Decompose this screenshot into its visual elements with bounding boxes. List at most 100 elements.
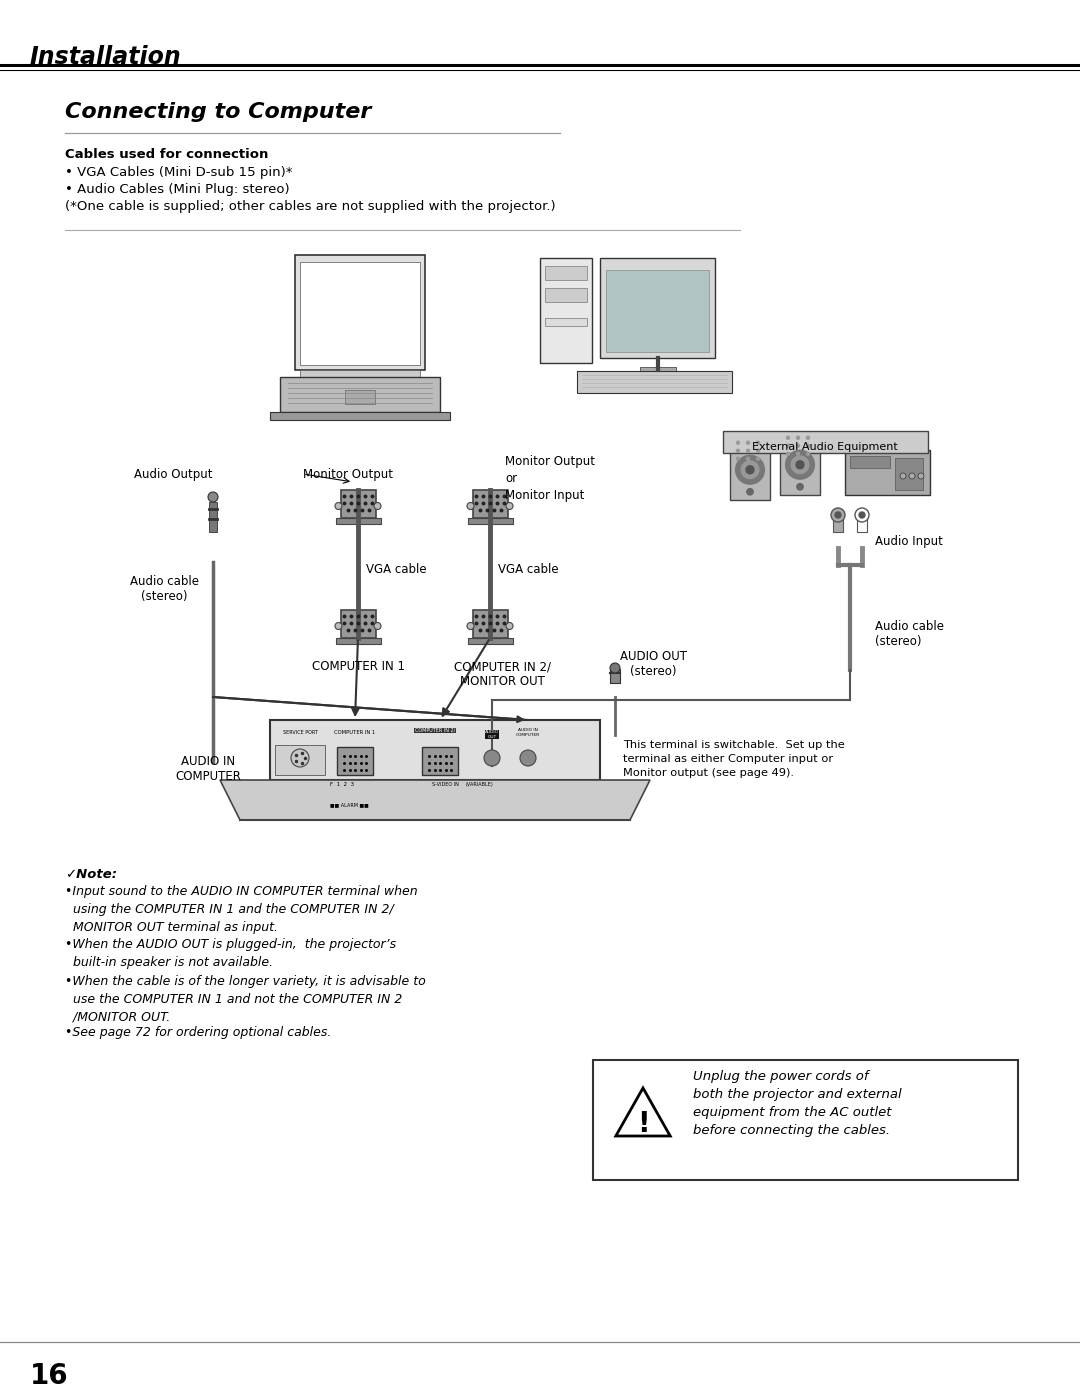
Circle shape bbox=[792, 455, 809, 474]
Circle shape bbox=[735, 455, 765, 485]
Circle shape bbox=[797, 483, 804, 490]
FancyBboxPatch shape bbox=[270, 719, 600, 780]
Text: 16: 16 bbox=[30, 1362, 69, 1390]
FancyBboxPatch shape bbox=[545, 319, 588, 326]
Circle shape bbox=[831, 509, 845, 522]
Circle shape bbox=[746, 450, 750, 453]
Circle shape bbox=[807, 444, 810, 447]
Circle shape bbox=[855, 509, 869, 522]
Text: AUDIO IN
COMPUTER: AUDIO IN COMPUTER bbox=[175, 754, 241, 782]
FancyBboxPatch shape bbox=[473, 490, 508, 518]
Circle shape bbox=[807, 453, 810, 455]
Circle shape bbox=[746, 489, 753, 495]
Text: External Audio Equipment: External Audio Equipment bbox=[752, 441, 897, 453]
FancyBboxPatch shape bbox=[280, 377, 440, 412]
FancyBboxPatch shape bbox=[275, 745, 325, 775]
Circle shape bbox=[467, 503, 474, 510]
Text: VGA cable: VGA cable bbox=[366, 563, 427, 576]
Circle shape bbox=[741, 461, 759, 479]
FancyBboxPatch shape bbox=[545, 288, 588, 302]
Text: Connecting to Computer: Connecting to Computer bbox=[65, 102, 372, 122]
FancyBboxPatch shape bbox=[473, 610, 508, 638]
FancyBboxPatch shape bbox=[300, 370, 420, 377]
Text: This terminal is switchable.  Set up the
terminal as either Computer input or
Mo: This terminal is switchable. Set up the … bbox=[623, 740, 845, 778]
FancyBboxPatch shape bbox=[337, 747, 373, 775]
Text: •Input sound to the AUDIO IN COMPUTER terminal when
  using the COMPUTER IN 1 an: •Input sound to the AUDIO IN COMPUTER te… bbox=[65, 886, 418, 935]
Circle shape bbox=[786, 436, 789, 439]
Text: • VGA Cables (Mini D-sub 15 pin)*: • VGA Cables (Mini D-sub 15 pin)* bbox=[65, 166, 293, 179]
Circle shape bbox=[610, 664, 620, 673]
Text: Audio Input: Audio Input bbox=[875, 535, 943, 548]
FancyBboxPatch shape bbox=[833, 515, 843, 532]
Text: AUDIO OUT
(stereo): AUDIO OUT (stereo) bbox=[620, 650, 687, 678]
Circle shape bbox=[335, 623, 342, 630]
Circle shape bbox=[785, 450, 814, 479]
Circle shape bbox=[918, 474, 924, 479]
Text: Monitor Output: Monitor Output bbox=[303, 468, 393, 481]
Circle shape bbox=[507, 623, 513, 630]
Circle shape bbox=[467, 623, 474, 630]
FancyBboxPatch shape bbox=[606, 270, 708, 352]
FancyBboxPatch shape bbox=[340, 490, 376, 518]
Text: COMPUTER IN 1: COMPUTER IN 1 bbox=[335, 731, 376, 735]
Circle shape bbox=[291, 749, 309, 767]
Circle shape bbox=[797, 436, 799, 439]
Circle shape bbox=[335, 503, 342, 510]
FancyBboxPatch shape bbox=[210, 502, 217, 532]
FancyBboxPatch shape bbox=[545, 265, 588, 279]
FancyBboxPatch shape bbox=[895, 458, 923, 490]
FancyBboxPatch shape bbox=[336, 518, 380, 524]
Text: (*One cable is supplied; other cables are not supplied with the projector.): (*One cable is supplied; other cables ar… bbox=[65, 200, 555, 212]
Text: •When the cable is of the longer variety, it is advisable to
  use the COMPUTER : •When the cable is of the longer variety… bbox=[65, 975, 426, 1024]
Circle shape bbox=[737, 457, 740, 460]
Text: ■■ ALARM ■■: ■■ ALARM ■■ bbox=[330, 802, 368, 807]
Circle shape bbox=[756, 457, 759, 460]
Text: S-VIDEO IN: S-VIDEO IN bbox=[432, 782, 458, 787]
Circle shape bbox=[374, 623, 381, 630]
FancyBboxPatch shape bbox=[468, 518, 513, 524]
Polygon shape bbox=[616, 1088, 671, 1136]
Circle shape bbox=[375, 789, 384, 799]
Circle shape bbox=[756, 441, 759, 444]
FancyBboxPatch shape bbox=[300, 263, 420, 365]
Circle shape bbox=[374, 503, 381, 510]
Polygon shape bbox=[220, 780, 650, 820]
FancyBboxPatch shape bbox=[577, 372, 732, 393]
Text: •See page 72 for ordering optional cables.: •See page 72 for ordering optional cable… bbox=[65, 1025, 332, 1039]
Circle shape bbox=[507, 503, 513, 510]
Circle shape bbox=[746, 465, 754, 474]
FancyBboxPatch shape bbox=[336, 638, 380, 644]
Text: F  1  2  3: F 1 2 3 bbox=[330, 782, 354, 787]
Text: (VARIABLE): (VARIABLE) bbox=[467, 782, 494, 787]
Circle shape bbox=[359, 789, 369, 799]
Text: COMPUTER IN 2/: COMPUTER IN 2/ bbox=[415, 728, 455, 733]
Circle shape bbox=[909, 474, 915, 479]
Circle shape bbox=[786, 444, 789, 447]
Text: Cables used for connection: Cables used for connection bbox=[65, 148, 268, 161]
FancyBboxPatch shape bbox=[340, 610, 376, 638]
Circle shape bbox=[343, 789, 353, 799]
Circle shape bbox=[484, 750, 500, 766]
Circle shape bbox=[859, 511, 865, 518]
Circle shape bbox=[835, 511, 841, 518]
Text: SERVICE PORT: SERVICE PORT bbox=[283, 731, 318, 735]
Circle shape bbox=[786, 453, 789, 455]
FancyBboxPatch shape bbox=[270, 412, 450, 420]
FancyBboxPatch shape bbox=[540, 258, 592, 363]
FancyBboxPatch shape bbox=[845, 450, 930, 495]
Text: • Audio Cables (Mini Plug: stereo): • Audio Cables (Mini Plug: stereo) bbox=[65, 183, 289, 196]
Text: ✓Note:: ✓Note: bbox=[65, 868, 117, 882]
Text: Audio cable
(stereo): Audio cable (stereo) bbox=[130, 576, 199, 604]
Text: Monitor Output
or
Monitor Input: Monitor Output or Monitor Input bbox=[505, 455, 595, 502]
Circle shape bbox=[737, 450, 740, 453]
Text: VGA cable: VGA cable bbox=[498, 563, 558, 576]
FancyBboxPatch shape bbox=[593, 1060, 1018, 1180]
FancyBboxPatch shape bbox=[422, 747, 458, 775]
Text: Audio Output: Audio Output bbox=[135, 468, 213, 481]
FancyBboxPatch shape bbox=[610, 669, 620, 683]
Circle shape bbox=[746, 457, 750, 460]
Text: Installation: Installation bbox=[30, 45, 181, 68]
Circle shape bbox=[737, 441, 740, 444]
Text: AUDIO IN
COMPUTER: AUDIO IN COMPUTER bbox=[516, 728, 540, 736]
FancyBboxPatch shape bbox=[780, 440, 820, 495]
